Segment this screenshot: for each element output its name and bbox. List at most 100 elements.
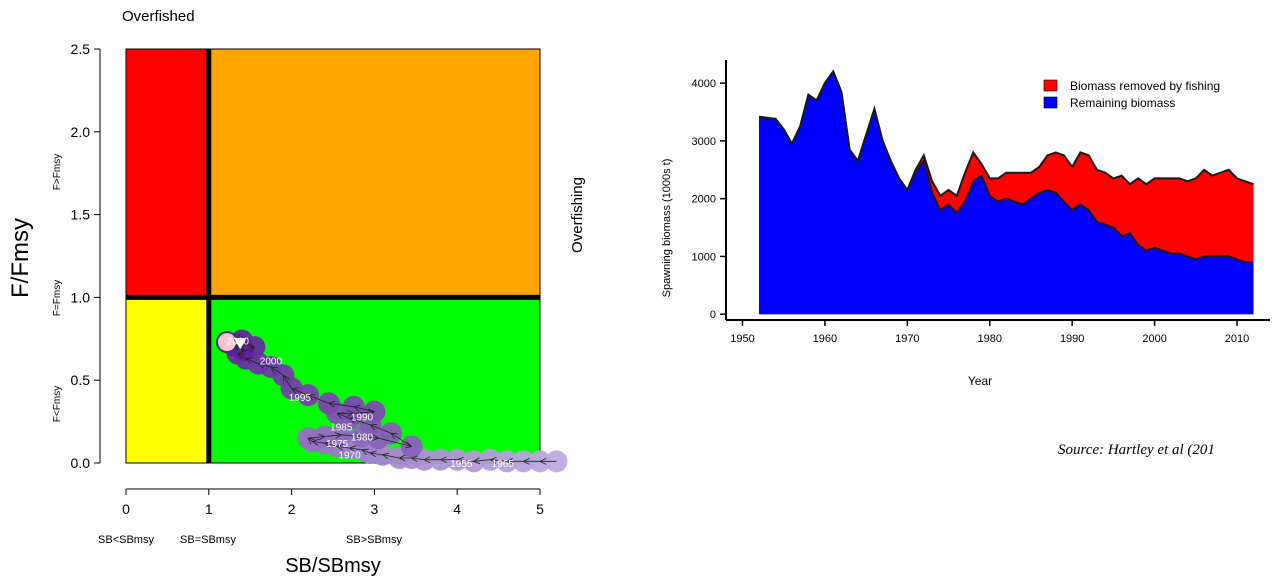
x-zone-label-sb-lt-sbmsy: SB<SBmsy [98,534,154,546]
year-label: 1995 [289,393,312,404]
biomass-x-tick-label: 1990 [1060,333,1084,345]
biomass-area-remaining [759,71,1254,315]
year-label: 1985 [330,423,353,434]
trajectory-arrowhead [390,432,398,440]
kobe-x-axis-title: SB/SBmsy [285,555,381,577]
biomass-y-axis-title: Spawning biomass (1000s t) [661,159,673,298]
year-label: 1980 [351,433,374,444]
year-label: 2000 [260,356,283,367]
current-triangle-marker [232,337,248,351]
biomass-x-tick-label: 2010 [1225,333,1249,345]
biomass-x-tick-label: 2000 [1142,333,1166,345]
year-label: 1965 [492,459,515,470]
kobe-y-tick-label: 0.0 [71,455,91,471]
trajectory-arrowhead [382,452,390,460]
trajectory-arrowhead [506,457,514,465]
trajectory-arrowhead [369,423,377,431]
year-label: 1970 [338,451,361,462]
legend: Biomass removed by fishing Remaining bio… [1043,79,1220,110]
trajectory-arrowhead [347,409,354,417]
trajectory-arrowhead [237,353,245,360]
trajectory-arrowhead [270,366,278,373]
trajectory-arrowhead [523,457,530,465]
current-point-marker [218,333,237,352]
trajectory-arrowhead [334,432,342,439]
trajectory-arrowhead [473,457,481,465]
year-label: 2010 [227,336,250,347]
year-label: 1955 [450,459,473,470]
year-label: 1975 [326,439,349,450]
kobe-y-tick-label: 2.5 [71,41,91,57]
kobe-x-tick-label: 0 [122,501,130,517]
biomass-chart: 0 1000 2000 3000 4000 1950 1960 1970 1980 1990 200… [661,60,1270,388]
area-remaining-biomass [759,71,1254,315]
trajectory-arrowhead [490,456,497,464]
biomass-y-tick-label: 1000 [692,251,716,263]
quadrant-healthy-overfishing [208,49,541,298]
biomass-y-tick-label: 3000 [692,136,716,148]
kobe-y-axis-title: F/Fmsy [7,218,34,298]
trajectory-arrowhead [349,416,357,424]
biomass-x-tick-label: 1950 [730,333,754,345]
trajectory-arrowhead [282,374,290,382]
kobe-y-tick-label: 1.0 [71,289,91,305]
legend-swatch-remaining [1043,96,1058,109]
biomass-y-tick-label: 2000 [692,194,716,206]
trajectory-arrowhead [368,408,375,416]
quadrant-overfished-not-overfishing [126,297,209,463]
trajectory-arrowhead [258,361,266,369]
trajectory-arrowhead [324,441,332,448]
kobe-y-axis: 0.0 0.5 1.0 1.5 2.0 2.5 [71,41,101,471]
trajectory-arrowhead [423,456,431,464]
quadrant-overfished-overfishing [126,49,209,298]
y-zone-label-f-lt-fmsy: F<Fmsy [52,386,63,422]
x-zone-label-sb-gt-sbmsy: SB>SBmsy [346,534,402,546]
trajectory-arrowhead [307,394,315,401]
kobe-x-tick-label: 2 [288,501,296,517]
trajectory-arrowhead [405,441,412,449]
biomass-x-tick-label: 1960 [813,333,837,345]
year-label: 1990 [351,413,374,424]
kobe-x-tick-label: 3 [371,501,379,517]
trajectory-arrowhead [399,454,406,462]
biomass-y-tick-label: 0 [710,309,716,321]
kobe-y-tick-label: 0.5 [71,372,91,388]
trajectory-arrowhead [361,448,369,456]
y-zone-label-f-gt-fmsy: F>Fmsy [52,154,63,190]
kobe-plot-frame [125,48,541,464]
trajectory-arrowhead [318,433,325,441]
kobe-x-axis: 0 1 2 3 4 5 [122,488,544,517]
legend-label-removed: Biomass removed by fishing [1070,79,1220,93]
biomass-x-tick-label: 1980 [978,333,1002,345]
trajectory-arrowhead [353,404,361,412]
trajectory-arrowhead [312,438,319,446]
biomass-y-tick-label: 4000 [692,78,716,90]
trajectory-arrowhead [291,387,299,394]
kobe-y-tick-label: 2.0 [71,124,91,140]
kobe-x-tick-label: 5 [536,501,544,517]
trajectory-arrowhead [539,457,547,465]
trajectory-arrowhead [328,400,336,408]
kobe-x-tick-label: 1 [205,501,213,517]
trajectory-arrowhead [247,346,255,353]
biomass-axes: 0 1000 2000 3000 4000 1950 1960 1970 1980 1990 200… [692,60,1270,345]
trajectory-arrowhead [355,432,363,440]
source-note: Source: Hartley et al (201 [1058,442,1215,458]
biomass-x-tick-label: 1970 [895,333,919,345]
kobe-x-tick-label: 4 [453,501,461,517]
trajectory-arrowhead [372,434,379,441]
trajectory-arrowhead [456,456,464,464]
overfishing-label: Overfishing [569,177,586,253]
trajectory-arrowhead [336,443,344,451]
trajectory-arrowhead [307,437,315,445]
trajectory-arrowhead [370,450,377,458]
y-zone-label-f-eq-fmsy: F=Fmsy [52,280,63,316]
trajectory-arrowhead [245,357,253,364]
trajectory-arrowhead [411,455,419,463]
trajectory-arrowhead [336,412,344,419]
biomass-x-axis-title: Year [968,374,992,388]
legend-swatch-removed [1043,79,1058,92]
x-zone-label-sb-eq-sbmsy: SB=SBmsy [180,534,236,546]
kobe-plot: Overfished Overfishing F/Fmsy SB/SBmsy 0… [7,8,586,577]
